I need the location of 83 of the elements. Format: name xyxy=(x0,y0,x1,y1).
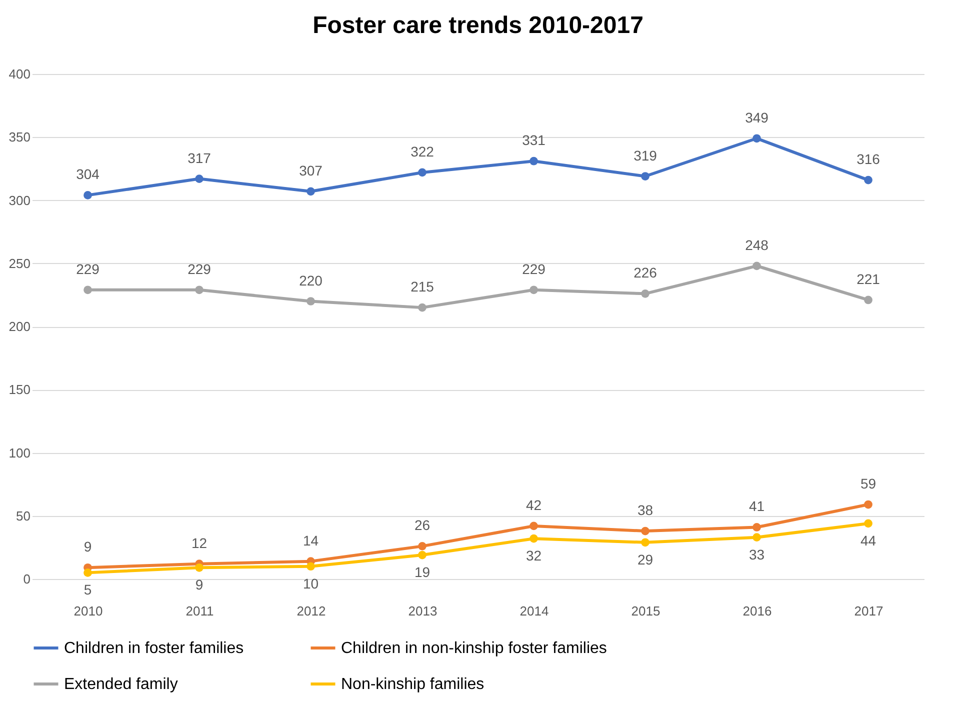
legend-label: Children in foster families xyxy=(64,640,244,657)
x-tick-label: 2012 xyxy=(296,604,326,618)
data-label: 5 xyxy=(84,582,92,598)
data-label: 349 xyxy=(745,109,769,126)
data-label: 9 xyxy=(84,538,92,555)
y-tick-label: 300 xyxy=(8,192,30,208)
data-label: 226 xyxy=(634,264,658,281)
data-label: 38 xyxy=(637,502,654,518)
y-tick-label: 150 xyxy=(8,382,30,398)
point xyxy=(530,156,538,166)
point xyxy=(752,523,761,532)
x-tick-label: 2017 xyxy=(854,604,884,618)
data-label: 9 xyxy=(195,576,204,593)
data-label: 12 xyxy=(191,534,208,551)
x-tick-label: 2016 xyxy=(742,604,772,618)
y-tick-label: 200 xyxy=(8,319,30,334)
y-tick-label: 350 xyxy=(8,130,30,145)
y-tick-label: 400 xyxy=(8,66,30,82)
point xyxy=(530,534,538,543)
x-tick-label: 2013 xyxy=(408,604,438,618)
data-label: 304 xyxy=(76,166,100,182)
point xyxy=(195,563,204,572)
legend-label: Extended family xyxy=(64,676,178,693)
data-label: 44 xyxy=(860,532,876,548)
point xyxy=(418,168,426,177)
point xyxy=(864,176,872,184)
point xyxy=(306,297,315,306)
data-label: 229 xyxy=(188,260,212,277)
x-tick-label: 2014 xyxy=(520,604,549,618)
point xyxy=(752,262,761,270)
x-tick-label: 2010 xyxy=(74,604,103,618)
data-label: 221 xyxy=(856,270,880,287)
data-label: 14 xyxy=(302,532,319,548)
data-label: 220 xyxy=(299,272,323,288)
data-label: 32 xyxy=(526,548,542,564)
data-label: 248 xyxy=(745,236,769,253)
point xyxy=(641,538,650,547)
data-label: 331 xyxy=(522,132,546,148)
data-label: 26 xyxy=(414,517,430,534)
data-label: 316 xyxy=(856,151,880,168)
point xyxy=(530,286,538,294)
data-label: 322 xyxy=(410,143,434,160)
point xyxy=(641,290,650,298)
point xyxy=(864,296,872,304)
point xyxy=(195,174,204,183)
point xyxy=(418,542,426,550)
point xyxy=(864,519,872,528)
point xyxy=(418,550,426,560)
y-tick-label: 0 xyxy=(23,572,30,586)
legend-label: Non-kinship families xyxy=(341,676,484,693)
data-label: 10 xyxy=(302,575,319,592)
point xyxy=(306,562,315,571)
x-tick-label: 2011 xyxy=(186,604,214,618)
x-tick-label: 2015 xyxy=(631,604,660,618)
data-label: 42 xyxy=(526,496,542,513)
point xyxy=(530,522,538,530)
point xyxy=(84,568,92,577)
data-label: 41 xyxy=(748,498,765,514)
y-tick-label: 50 xyxy=(16,508,30,524)
y-tick-label: 100 xyxy=(8,445,30,460)
data-label: 307 xyxy=(299,162,323,178)
point xyxy=(418,303,426,312)
chart-title: Foster care trends 2010-2017 xyxy=(312,12,644,39)
data-label: 19 xyxy=(414,564,430,580)
point xyxy=(306,187,315,196)
data-label: 33 xyxy=(748,546,765,562)
data-label: 317 xyxy=(188,150,212,166)
point xyxy=(864,500,872,509)
data-label: 59 xyxy=(860,476,876,492)
data-label: 319 xyxy=(634,147,658,164)
data-label: 29 xyxy=(637,551,654,568)
point xyxy=(195,286,204,294)
data-label: 229 xyxy=(522,260,546,277)
data-label: 215 xyxy=(410,278,434,295)
point xyxy=(84,191,92,200)
point xyxy=(641,172,650,180)
point xyxy=(752,134,761,143)
point xyxy=(641,526,650,536)
y-tick-label: 250 xyxy=(8,256,30,271)
legend-label: Children in non-kinship foster families xyxy=(341,640,607,657)
point xyxy=(84,286,92,294)
point xyxy=(752,533,761,542)
data-label: 229 xyxy=(76,260,100,277)
